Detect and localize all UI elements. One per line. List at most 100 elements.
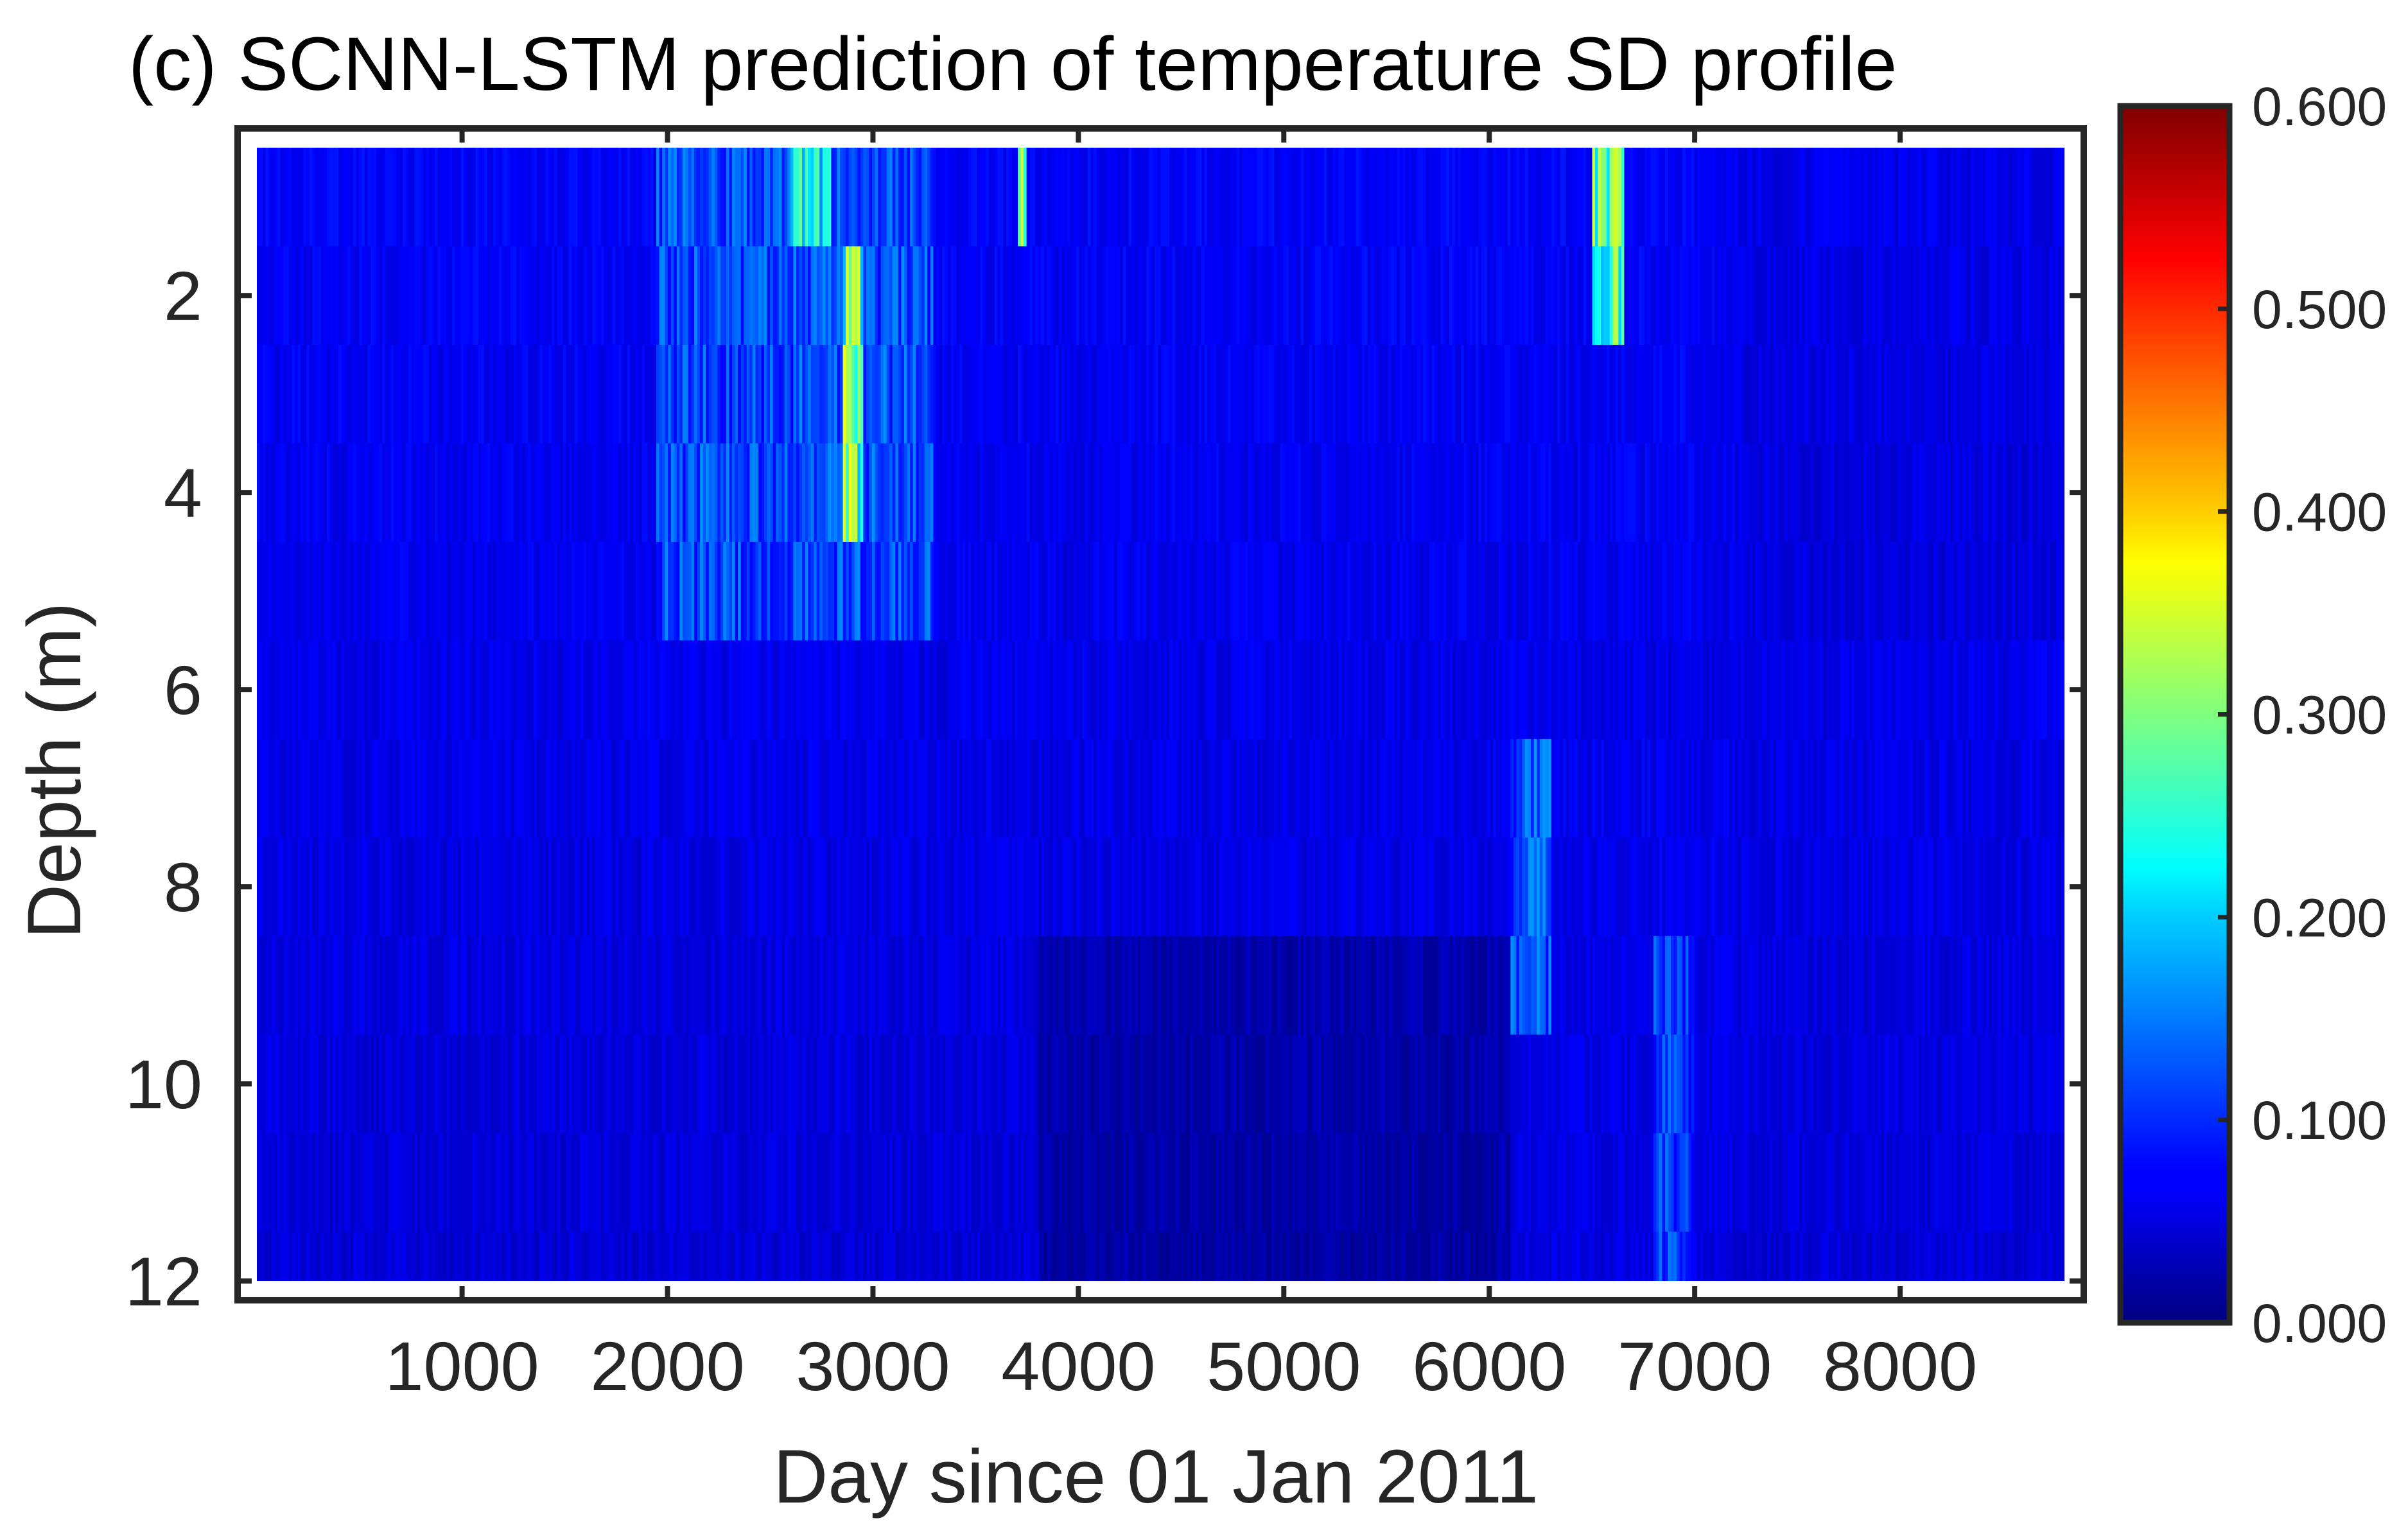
heatmap-cell [790,1133,794,1233]
heatmap-cell [740,738,745,839]
heatmap-cell [860,1034,864,1134]
heatmap-cell [1303,837,1307,937]
heatmap-cell [1306,246,1310,345]
heatmap-cell [636,1232,640,1281]
heatmap-cell [1000,1232,1004,1281]
heatmap-cell [1350,443,1354,543]
heatmap-cell [1455,936,1459,1036]
heatmap-cell [1245,738,1249,839]
heatmap-cell [1452,738,1456,839]
heatmap-cell [1056,1133,1060,1233]
heatmap-cell [1204,148,1208,247]
heatmap-cell [708,1133,713,1233]
heatmap-cell [458,738,462,839]
heatmap-cell [708,738,713,839]
heatmap-cell [1143,1034,1147,1134]
heatmap-cell [362,246,365,345]
heatmap-cell [793,443,797,543]
heatmap-cell [714,148,719,247]
heatmap-cell [1003,738,1007,839]
heatmap-cell [1128,1133,1132,1233]
heatmap-cell [1213,246,1217,345]
heatmap-cell [1423,1034,1427,1134]
heatmap-cell [534,837,537,937]
heatmap-cell [560,837,564,937]
heatmap-cell [968,344,972,444]
heatmap-cell [1225,837,1228,937]
heatmap-cell [1143,443,1147,543]
heatmap-cell [738,936,742,1036]
heatmap-cell [1128,1232,1132,1281]
heatmap-cell [1227,936,1232,1036]
heatmap-cell [810,1034,814,1134]
heatmap-cell [1192,837,1196,937]
heatmap-cell [729,837,733,937]
heatmap-cell [997,640,1001,740]
heatmap-cell [1414,738,1418,839]
heatmap-cell [755,443,759,543]
heatmap-cell [1035,1133,1039,1233]
heatmap-cell [1225,148,1228,247]
heatmap-cell [288,1133,293,1233]
heatmap-cell [338,246,342,345]
heatmap-cell [411,148,415,247]
heatmap-cell [711,936,715,1036]
heatmap-cell [320,541,325,641]
heatmap-cell [1011,541,1016,641]
heatmap-cell [1122,936,1126,1036]
heatmap-cell [927,1133,931,1233]
heatmap-cell [805,837,808,937]
heatmap-cell [1128,640,1132,740]
heatmap-cell [288,1232,293,1281]
heatmap-cell [324,443,327,543]
heatmap-cell [1207,1232,1211,1281]
heatmap-cell [810,246,814,345]
heatmap-cell [592,837,596,937]
heatmap-cell [1178,837,1182,937]
heatmap-cell [297,344,301,444]
heatmap-cell [335,344,339,444]
heatmap-cell [259,936,263,1036]
heatmap-cell [437,738,441,839]
heatmap-cell [796,640,800,740]
heatmap-cell [1283,837,1287,937]
heatmap-cell [606,1133,611,1233]
heatmap-cell [700,148,704,247]
heatmap-cell [428,738,433,839]
heatmap-cell [1169,1232,1173,1281]
heatmap-cell [417,344,421,444]
heatmap-cell [857,246,861,345]
heatmap-cell [1297,640,1302,740]
heatmap-cell [487,738,491,839]
heatmap-cell [991,443,995,543]
heatmap-cell [356,640,360,740]
heatmap-cell [263,246,266,345]
heatmap-cell [1245,541,1249,641]
heatmap-cell [1257,936,1261,1036]
heatmap-cell [886,344,891,444]
heatmap-cell [1277,640,1281,740]
heatmap-cell [638,443,643,543]
heatmap-cell [1461,1232,1465,1281]
heatmap-cell [720,837,724,937]
heatmap-cell [1236,738,1240,839]
heatmap-cell [1435,148,1438,247]
heatmap-cell [1429,1034,1433,1134]
heatmap-cell [502,541,505,641]
heatmap-cell [1094,738,1097,839]
heatmap-cell [1052,148,1056,247]
heatmap-cell [577,837,581,937]
heatmap-cell [1119,640,1124,740]
heatmap-cell [312,246,316,345]
heatmap-cell [1056,936,1060,1036]
heatmap-cell [1076,541,1080,641]
heatmap-cell [344,1133,348,1233]
heatmap-cell [1119,936,1124,1036]
heatmap-cell [659,246,663,345]
heatmap-cell [1385,1133,1389,1233]
heatmap-cell [1076,246,1080,345]
heatmap-cell [1350,936,1354,1036]
heatmap-cell [717,936,721,1036]
heatmap-cell [257,1034,261,1134]
heatmap-cell [676,1133,681,1233]
